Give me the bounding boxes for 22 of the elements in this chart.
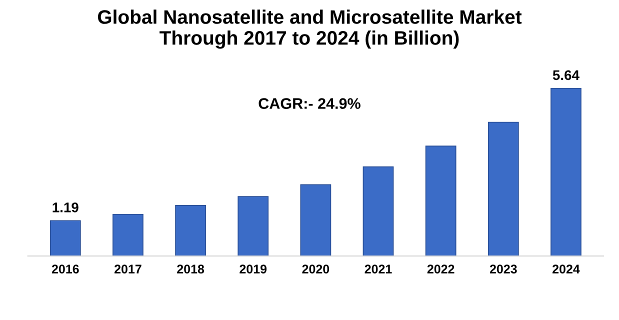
x-tick-label: 2017 — [114, 264, 142, 274]
x-tick-label: 2018 — [177, 264, 204, 274]
annotation: CAGR:- 24.9% — [258, 98, 360, 109]
data-label: 1.19 — [52, 202, 78, 212]
x-tick-label: 2021 — [364, 264, 392, 274]
bar — [550, 88, 582, 256]
bar — [238, 196, 269, 256]
bar — [50, 220, 81, 256]
bar — [112, 214, 144, 256]
x-tick-label: 2020 — [302, 264, 330, 274]
bar — [362, 166, 394, 256]
chart-title: Global Nanosatellite and Microsatellite Market Through 2017 to 2024 (in Billion) — [98, 10, 522, 49]
data-label: 5.64 — [552, 70, 580, 80]
x-tick-label: 2023 — [490, 264, 517, 274]
x-tick-label: 2022 — [427, 264, 454, 274]
bar — [300, 184, 332, 256]
x-tick-label: 2016 — [52, 264, 79, 274]
x-tick-label: 2024 — [552, 264, 580, 274]
bar — [488, 122, 519, 256]
bar — [175, 205, 206, 256]
bar — [425, 146, 456, 256]
x-tick-label: 2019 — [240, 264, 267, 274]
